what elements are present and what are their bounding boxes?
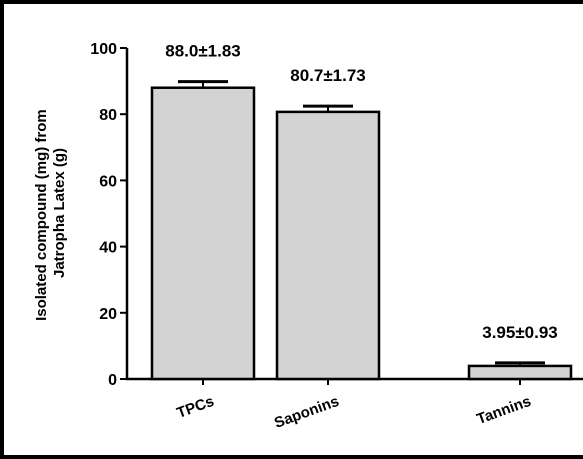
y-axis-label: Isolated compound (mg) from Jatropha Lat… <box>33 105 68 321</box>
y-tick-label: 20 <box>99 306 117 323</box>
data-label: 80.7±1.73 <box>290 66 366 85</box>
y-axis: 0 20 40 60 80 100 <box>90 41 129 389</box>
x-tick-label: TPCs <box>175 393 217 422</box>
x-tick-label: Saponins <box>272 393 341 432</box>
bars <box>150 80 573 381</box>
data-label: 88.0±1.83 <box>165 42 241 61</box>
y-tick-label: 0 <box>108 372 117 389</box>
data-label: 3.95±0.93 <box>482 323 558 342</box>
data-labels: 88.0±1.83 80.7±1.73 3.95±0.93 <box>165 42 558 342</box>
bar <box>275 110 381 381</box>
y-axis-label-line-1: Isolated compound (mg) from <box>33 109 50 321</box>
bar <box>467 364 573 381</box>
y-tick-label: 80 <box>99 107 117 124</box>
y-tick-label: 100 <box>90 41 117 58</box>
y-tick-label: 40 <box>99 240 117 257</box>
y-axis-label-line-2: Jatropha Latex (g) <box>51 148 68 278</box>
x-axis: TPCs Saponins Tannins <box>126 377 583 432</box>
y-tick-label: 60 <box>99 173 117 190</box>
x-tick-label: Tannins <box>475 393 534 428</box>
bar <box>150 86 256 381</box>
